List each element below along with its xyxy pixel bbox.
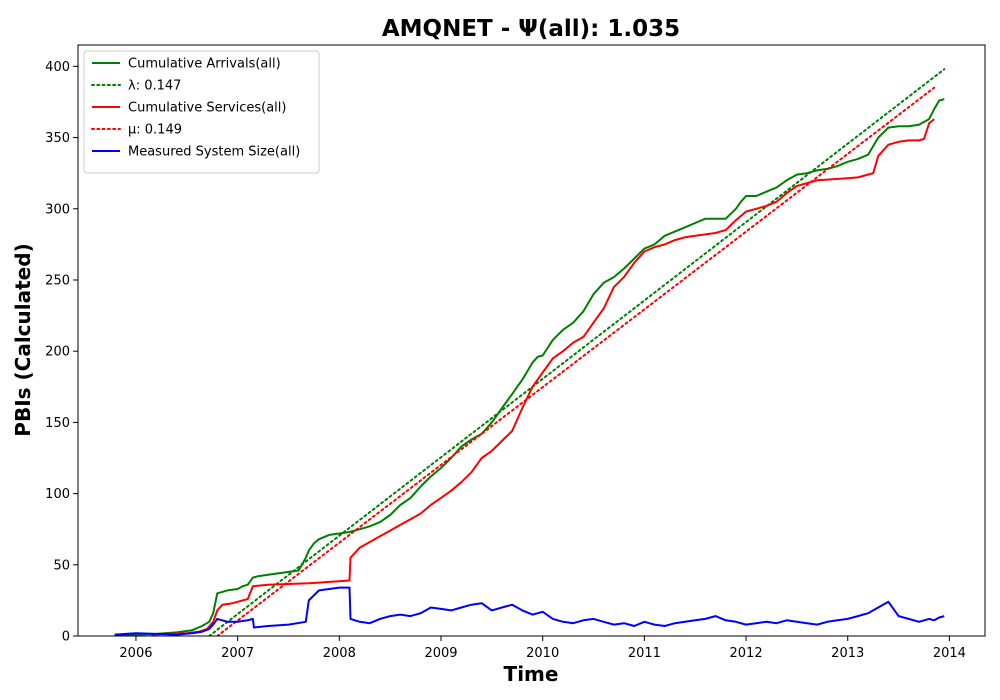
legend-label-4: Measured System Size(all) bbox=[128, 145, 300, 160]
legend: Cumulative Arrivals(all) λ: 0.147 Cumulati… bbox=[83, 50, 320, 174]
x-tick-label: 2006 bbox=[119, 646, 152, 661]
y-tick-label: 400 bbox=[45, 60, 70, 75]
legend-label-2: Cumulative Services(all) bbox=[128, 101, 286, 116]
legend-box bbox=[83, 50, 320, 174]
x-axis-label: Time bbox=[504, 662, 559, 686]
x-tick-label: 2007 bbox=[221, 646, 254, 661]
series-line-0 bbox=[114, 98, 945, 636]
legend-label-0: Cumulative Arrivals(all) bbox=[128, 57, 281, 72]
x-tick-label: 2009 bbox=[424, 646, 457, 661]
x-tick-label: 2011 bbox=[628, 646, 661, 661]
series-line-3 bbox=[216, 86, 936, 636]
series-layer bbox=[114, 68, 946, 636]
x-tick-label: 2010 bbox=[526, 646, 559, 661]
series-line-1 bbox=[208, 68, 946, 636]
chart-title: AMQNET - Ψ(all): 1.035 bbox=[382, 16, 680, 42]
x-tick-label: 2012 bbox=[730, 646, 763, 661]
y-tick-label: 300 bbox=[45, 202, 70, 217]
y-tick-label: 150 bbox=[45, 416, 70, 431]
series-line-4 bbox=[114, 586, 945, 636]
x-tick-label: 2014 bbox=[933, 646, 966, 661]
y-tick-label: 200 bbox=[45, 345, 70, 360]
series-line-2 bbox=[151, 118, 935, 636]
y-tick-label: 50 bbox=[53, 558, 70, 573]
legend-label-3: μ: 0.149 bbox=[128, 123, 182, 138]
x-tick-label: 2013 bbox=[831, 646, 864, 661]
axis-layer: 2006 2007 2008 2009 2010 2011 2012 2013 2014 0 50 1… bbox=[45, 44, 986, 661]
y-tick-label: 0 bbox=[62, 630, 70, 645]
plot-frame bbox=[77, 44, 986, 637]
y-tick-label: 250 bbox=[45, 273, 70, 288]
y-tick-label: 100 bbox=[45, 487, 70, 502]
x-tick-label: 2008 bbox=[323, 646, 356, 661]
y-axis-label: PBIs (Calculated) bbox=[11, 243, 35, 436]
y-tick-label: 350 bbox=[45, 131, 70, 146]
legend-label-1: λ: 0.147 bbox=[128, 79, 181, 94]
